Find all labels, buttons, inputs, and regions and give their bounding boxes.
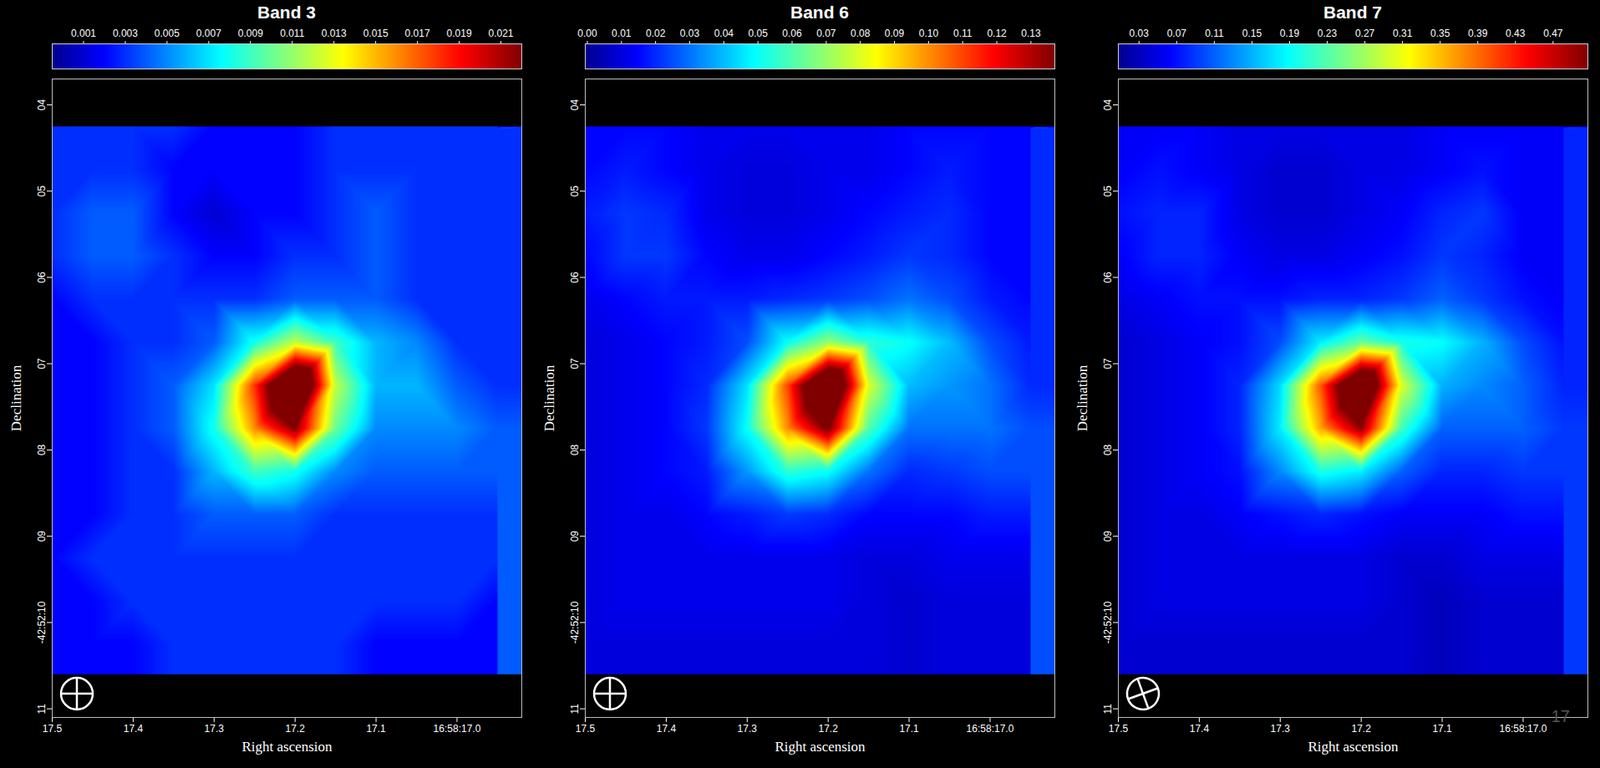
svg-text:0.31: 0.31 [1392,27,1413,40]
svg-text:06: 06 [35,271,48,284]
svg-text:Right ascension: Right ascension [1307,738,1399,755]
svg-text:0.08: 0.08 [850,27,871,40]
svg-text:11: 11 [35,703,48,715]
svg-text:05: 05 [1102,185,1114,198]
svg-text:17.4: 17.4 [1189,722,1210,735]
svg-text:0.07: 0.07 [816,27,837,40]
svg-text:0.011: 0.011 [279,27,305,40]
svg-text:0.009: 0.009 [238,27,264,40]
svg-text:0.06: 0.06 [782,27,803,40]
svg-text:0.39: 0.39 [1467,27,1489,40]
svg-text:09: 09 [1102,530,1114,543]
svg-text:16:58:17.0: 16:58:17.0 [433,722,482,735]
svg-text:17.1: 17.1 [899,722,920,735]
svg-text:0.04: 0.04 [714,27,735,40]
svg-text:0.10: 0.10 [919,27,940,40]
svg-text:0.00: 0.00 [577,27,598,40]
html-text:Band 3: Band 3 [257,2,316,22]
svg-text:17.4: 17.4 [656,722,677,735]
svg-text:Declination: Declination [1074,364,1091,432]
svg-text:08: 08 [1102,443,1114,456]
svg-text:04: 04 [568,98,581,111]
svg-text:Declination: Declination [541,364,558,432]
svg-text:16:58:17.0: 16:58:17.0 [966,722,1015,735]
svg-text:0.15: 0.15 [1242,27,1263,40]
svg-text:17.2: 17.2 [285,722,306,735]
svg-text:0.019: 0.019 [446,27,473,40]
html-text:Band 6: Band 6 [790,2,849,22]
svg-text:0.13: 0.13 [1020,27,1042,40]
svg-text:06: 06 [1102,271,1114,284]
html-text:Band 7: Band 7 [1323,2,1382,22]
html-text:17: 17 [1551,706,1570,726]
svg-text:17.3: 17.3 [737,722,758,735]
svg-text:0.01: 0.01 [611,27,632,40]
svg-text:Right ascension: Right ascension [241,738,333,755]
svg-text:0.03: 0.03 [680,27,701,40]
svg-text:0.11: 0.11 [1204,27,1225,40]
svg-text:08: 08 [35,443,48,456]
svg-text:08: 08 [568,443,581,456]
svg-text:0.27: 0.27 [1355,27,1376,40]
svg-text:0.013: 0.013 [321,27,347,40]
svg-text:17.2: 17.2 [1351,722,1372,735]
svg-text:0.47: 0.47 [1543,27,1564,40]
svg-text:17.5: 17.5 [42,722,63,735]
svg-text:0.003: 0.003 [112,27,138,40]
svg-text:-42:52:10: -42:52:10 [1102,600,1114,644]
svg-text:05: 05 [35,185,48,198]
svg-text:0.12: 0.12 [986,27,1007,40]
svg-text:17.5: 17.5 [1108,722,1129,735]
svg-text:06: 06 [568,271,581,284]
svg-text:07: 07 [1102,357,1114,370]
svg-text:17.4: 17.4 [123,722,144,735]
svg-text:17.1: 17.1 [365,722,387,735]
svg-text:0.03: 0.03 [1129,27,1150,40]
svg-text:Declination: Declination [8,364,25,432]
svg-text:11: 11 [568,703,581,715]
svg-text:17.1: 17.1 [1432,722,1453,735]
svg-text:11: 11 [1102,703,1114,715]
svg-text:04: 04 [35,98,48,111]
svg-text:05: 05 [568,185,581,198]
svg-text:0.09: 0.09 [884,27,905,40]
svg-text:17.5: 17.5 [575,722,596,735]
svg-text:0.35: 0.35 [1430,27,1451,40]
svg-text:0.19: 0.19 [1280,27,1301,40]
svg-text:17.3: 17.3 [204,722,225,735]
svg-text:0.07: 0.07 [1167,27,1188,40]
svg-text:17.2: 17.2 [818,722,839,735]
svg-text:0.05: 0.05 [747,27,768,40]
svg-text:0.021: 0.021 [488,27,514,40]
svg-text:Right ascension: Right ascension [774,738,866,755]
svg-text:0.005: 0.005 [154,27,180,40]
svg-text:07: 07 [35,357,48,370]
svg-text:16:58:17.0: 16:58:17.0 [1499,722,1548,735]
svg-text:-42:52:10: -42:52:10 [568,600,581,644]
svg-text:07: 07 [568,357,581,370]
svg-text:09: 09 [568,530,581,543]
svg-text:0.43: 0.43 [1505,27,1526,40]
svg-text:0.02: 0.02 [645,27,666,40]
svg-text:0.23: 0.23 [1317,27,1338,40]
svg-text:0.015: 0.015 [363,27,389,40]
svg-text:09: 09 [35,530,48,543]
svg-text:0.007: 0.007 [196,27,222,40]
svg-text:0.001: 0.001 [71,27,97,40]
svg-text:0.11: 0.11 [953,27,973,40]
svg-text:17.3: 17.3 [1270,722,1291,735]
svg-text:04: 04 [1102,98,1114,111]
svg-text:-42:52:10: -42:52:10 [35,600,48,644]
svg-text:0.017: 0.017 [405,27,431,40]
